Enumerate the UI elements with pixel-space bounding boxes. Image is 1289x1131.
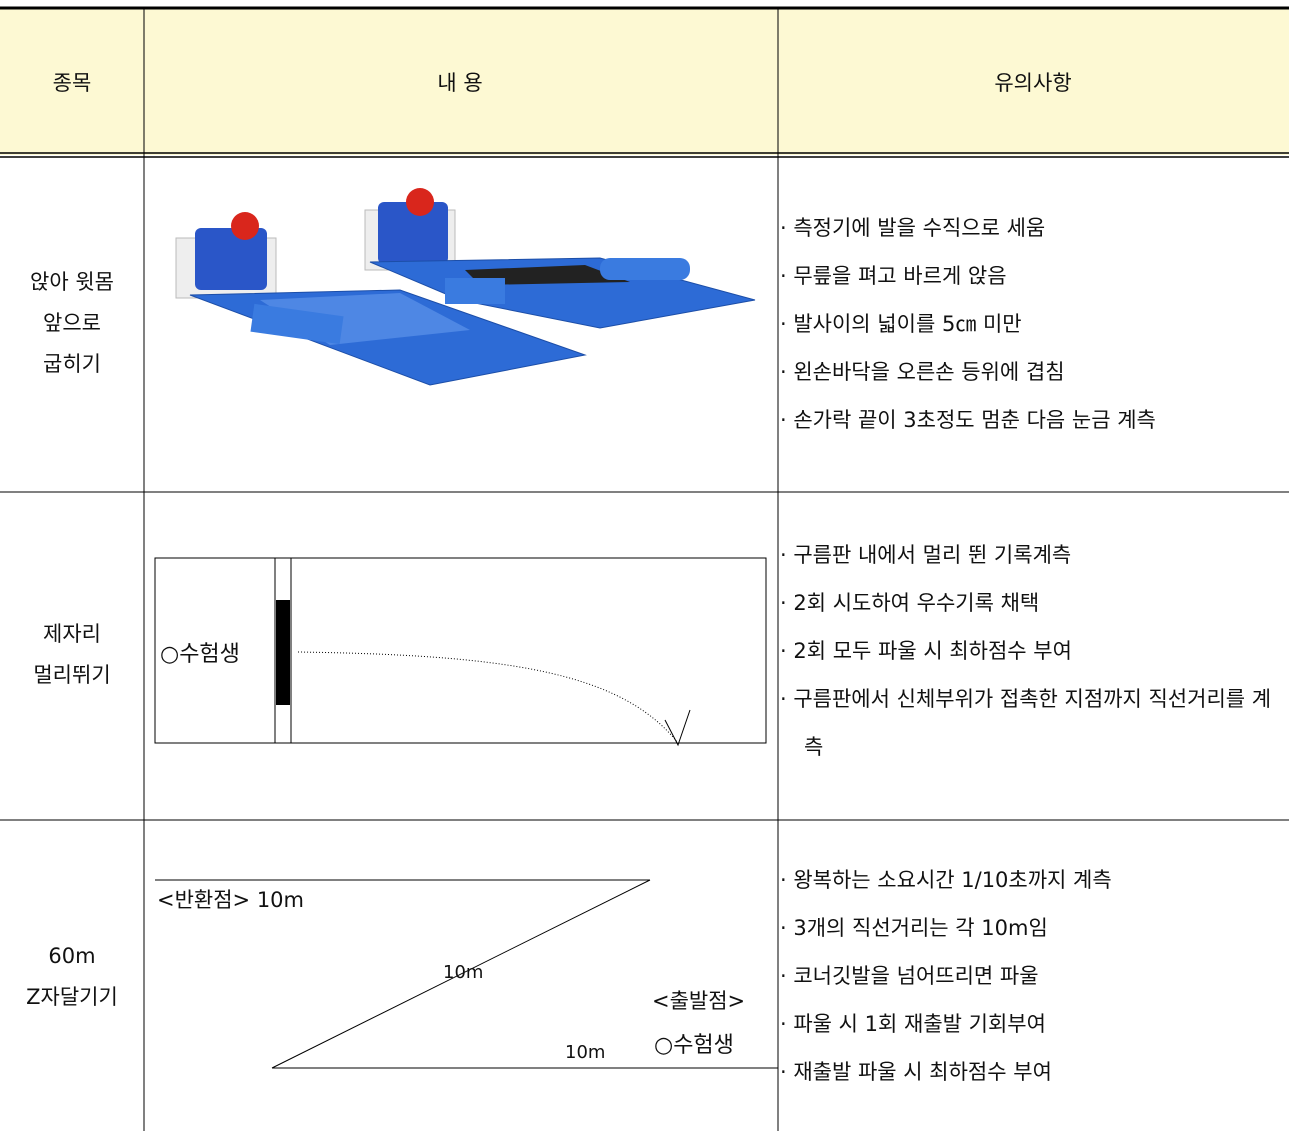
note: · 파울 시 1회 재출발 기회부여	[780, 1012, 1046, 1036]
item-line: 굽히기	[43, 352, 101, 376]
note: · 2회 시도하여 우수기록 채택	[780, 591, 1040, 615]
item-line: 제자리	[43, 622, 101, 646]
header-cell: 유의사항	[994, 71, 1072, 95]
item-cell: 제자리 멀리뛰기	[0, 614, 144, 696]
header-cell: 내 용	[437, 71, 483, 95]
diagram-label: <출발점>	[652, 989, 746, 1013]
note: · 손가락 끝이 3초정도 멈춘 다음 눈금 계측	[780, 408, 1156, 432]
header-bg	[0, 8, 1289, 155]
notes: · 측정기에 발을 수직으로 세움 · 무릎을 펴고 바르게 앉음 · 발사이의…	[780, 204, 1285, 444]
item-cell: 60m Z자달기기	[0, 936, 144, 1018]
note: · 코너깃발을 넘어뜨리면 파울	[780, 964, 1039, 988]
item-cell: 앉아 윗몸 앞으로 굽히기	[0, 262, 144, 385]
note: · 구름판에서 신체부위가 접촉한 지점까지 직선거리를 계측	[780, 687, 1272, 759]
note: · 3개의 직선거리는 각 10m임	[780, 916, 1048, 940]
notes: · 왕복하는 소요시간 1/10초까지 계측 · 3개의 직선거리는 각 10m…	[780, 856, 1285, 1096]
note: · 구름판 내에서 멀리 뛴 기록계측	[780, 543, 1072, 567]
z-run-diagram	[155, 879, 778, 1069]
item-line: Z자달기기	[26, 985, 118, 1009]
long-jump-diagram	[154, 557, 767, 747]
note: · 발사이의 넓이를 5㎝ 미만	[780, 312, 1022, 336]
note: · 왼손바닥을 오른손 등위에 겹침	[780, 360, 1065, 384]
diagram-label: 10m	[443, 962, 484, 983]
diagram-label: ○수험생	[654, 1033, 734, 1058]
note: · 2회 모두 파울 시 최하점수 부여	[780, 639, 1072, 663]
item-line: 앞으로	[43, 311, 101, 335]
item-line: 멀리뛰기	[33, 663, 111, 687]
note: · 왕복하는 소요시간 1/10초까지 계측	[780, 868, 1112, 892]
diagram-label: ○수험생	[160, 642, 240, 667]
diagram-label: 10m	[565, 1042, 606, 1063]
item-line: 60m	[48, 944, 96, 968]
note: · 무릎을 펴고 바르게 앉음	[780, 264, 1007, 288]
note: · 측정기에 발을 수직으로 세움	[780, 216, 1046, 240]
notes: · 구름판 내에서 멀리 뛴 기록계측 · 2회 시도하여 우수기록 채택 · …	[780, 531, 1285, 771]
header-cell: 종목	[52, 71, 92, 95]
diagram-label: <반환점> 10m	[157, 888, 305, 912]
note: · 재출발 파울 시 최하점수 부여	[780, 1060, 1052, 1084]
item-line: 앉아 윗몸	[30, 270, 114, 294]
mat-photo	[175, 188, 756, 386]
